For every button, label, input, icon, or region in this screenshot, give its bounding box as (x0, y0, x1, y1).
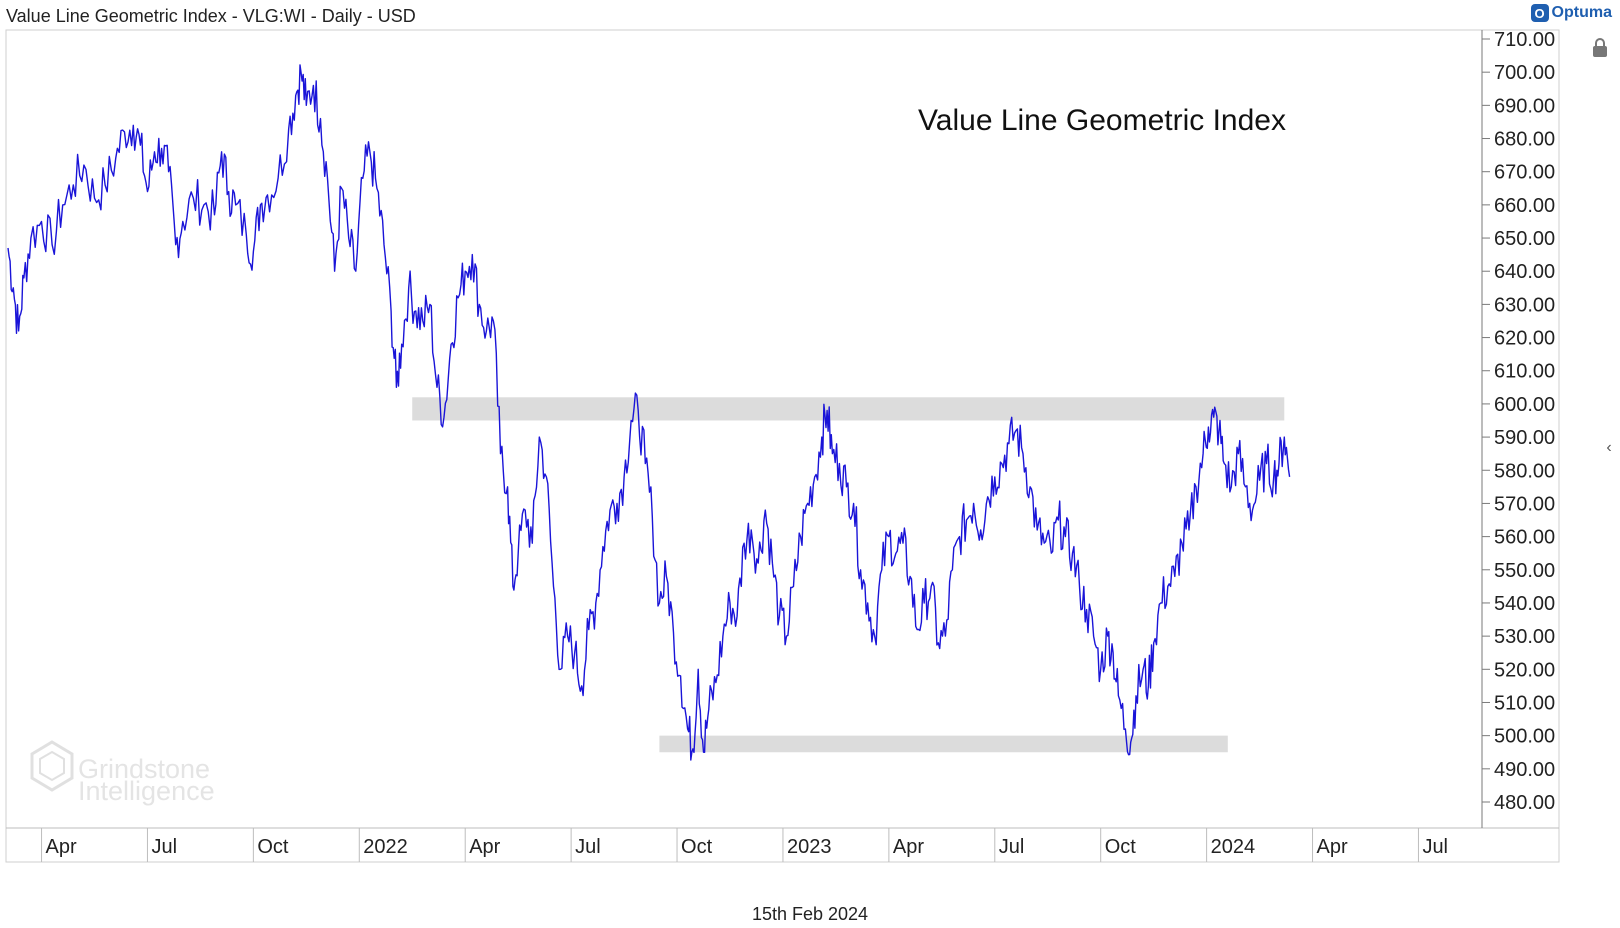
optuma-logo-text: Optuma (1551, 4, 1612, 21)
y-tick-label: 480.00 (1494, 792, 1555, 814)
y-tick-label: 580.00 (1494, 460, 1555, 482)
grindstone-hex-icon (30, 740, 74, 792)
x-tick-label: Apr (469, 836, 500, 858)
y-tick-label: 640.00 (1494, 261, 1555, 283)
x-tick-label: Oct (257, 836, 289, 858)
optuma-logo: O Optuma (1530, 4, 1612, 22)
support-resistance-bands (412, 397, 1285, 753)
series-layer (7, 64, 1291, 761)
x-tick-label: Jul (999, 836, 1025, 858)
x-tick-label: 2022 (363, 836, 408, 858)
y-tick-label: 620.00 (1494, 328, 1555, 350)
x-tick-label: Oct (1105, 836, 1137, 858)
y-tick-label: 690.00 (1494, 95, 1555, 117)
lock-axis-button[interactable] (1586, 34, 1614, 62)
y-tick-label: 660.00 (1494, 195, 1555, 217)
lock-icon (1593, 38, 1607, 57)
x-tick-label: Apr (46, 836, 77, 858)
y-tick-label: 500.00 (1494, 726, 1555, 748)
y-tick-label: 490.00 (1494, 759, 1555, 781)
y-tick-label: 530.00 (1494, 626, 1555, 648)
y-tick-label: 560.00 (1494, 527, 1555, 549)
y-tick-label: 610.00 (1494, 361, 1555, 383)
y-tick-label: 520.00 (1494, 659, 1555, 681)
collapse-panel-button[interactable]: ‹ (1600, 434, 1618, 462)
y-tick-label: 550.00 (1494, 560, 1555, 582)
series-line-VLG:WI (7, 64, 1291, 761)
x-tick-label: Jul (151, 836, 177, 858)
x-tick-label: Jul (575, 836, 601, 858)
y-tick-label: 510.00 (1494, 692, 1555, 714)
y-tick-label: 590.00 (1494, 427, 1555, 449)
x-tick-label: Oct (681, 836, 713, 858)
optuma-logo-icon: O (1530, 4, 1549, 22)
x-axis-ticks: Apr Jul Oct 2022 Apr Jul Oct 2023 Apr Jul Oct 2024 A… (41, 828, 1448, 862)
y-tick-label: 650.00 (1494, 228, 1555, 250)
y-tick-label: 540.00 (1494, 593, 1555, 615)
y-tick-label: 600.00 (1494, 394, 1555, 416)
band-support (659, 735, 1228, 753)
grindstone-watermark: Grindstone Intelligence (30, 740, 215, 806)
y-tick-label: 670.00 (1494, 162, 1555, 184)
x-tick-label: Apr (1317, 836, 1348, 858)
y-tick-label: 700.00 (1494, 62, 1555, 84)
x-tick-label: 2024 (1211, 836, 1256, 858)
y-tick-label: 570.00 (1494, 493, 1555, 515)
chevron-left-icon: ‹ (1606, 439, 1612, 456)
footer-date: 15th Feb 2024 (751, 904, 869, 924)
x-tick-label: 2023 (787, 836, 832, 858)
grindstone-hex-inner-icon (39, 750, 65, 782)
watermark-line1: Grindstone (78, 754, 210, 784)
y-tick-label: 630.00 (1494, 294, 1555, 316)
y-axis-ticks: 710.00 700.00 690.00 680.00 670.00 660.00 650.… (1482, 29, 1555, 814)
x-tick-label: Apr (893, 836, 924, 858)
chart-title: Value Line Geometric Index (918, 104, 1286, 137)
watermark-line2: Intelligence (78, 776, 215, 806)
y-tick-label: 680.00 (1494, 129, 1555, 151)
x-tick-label: Jul (1422, 836, 1448, 858)
band-resistance (412, 397, 1285, 421)
chart-header-title: Value Line Geometric Index - VLG:WI - Da… (6, 6, 416, 26)
y-tick-label: 710.00 (1494, 29, 1555, 51)
